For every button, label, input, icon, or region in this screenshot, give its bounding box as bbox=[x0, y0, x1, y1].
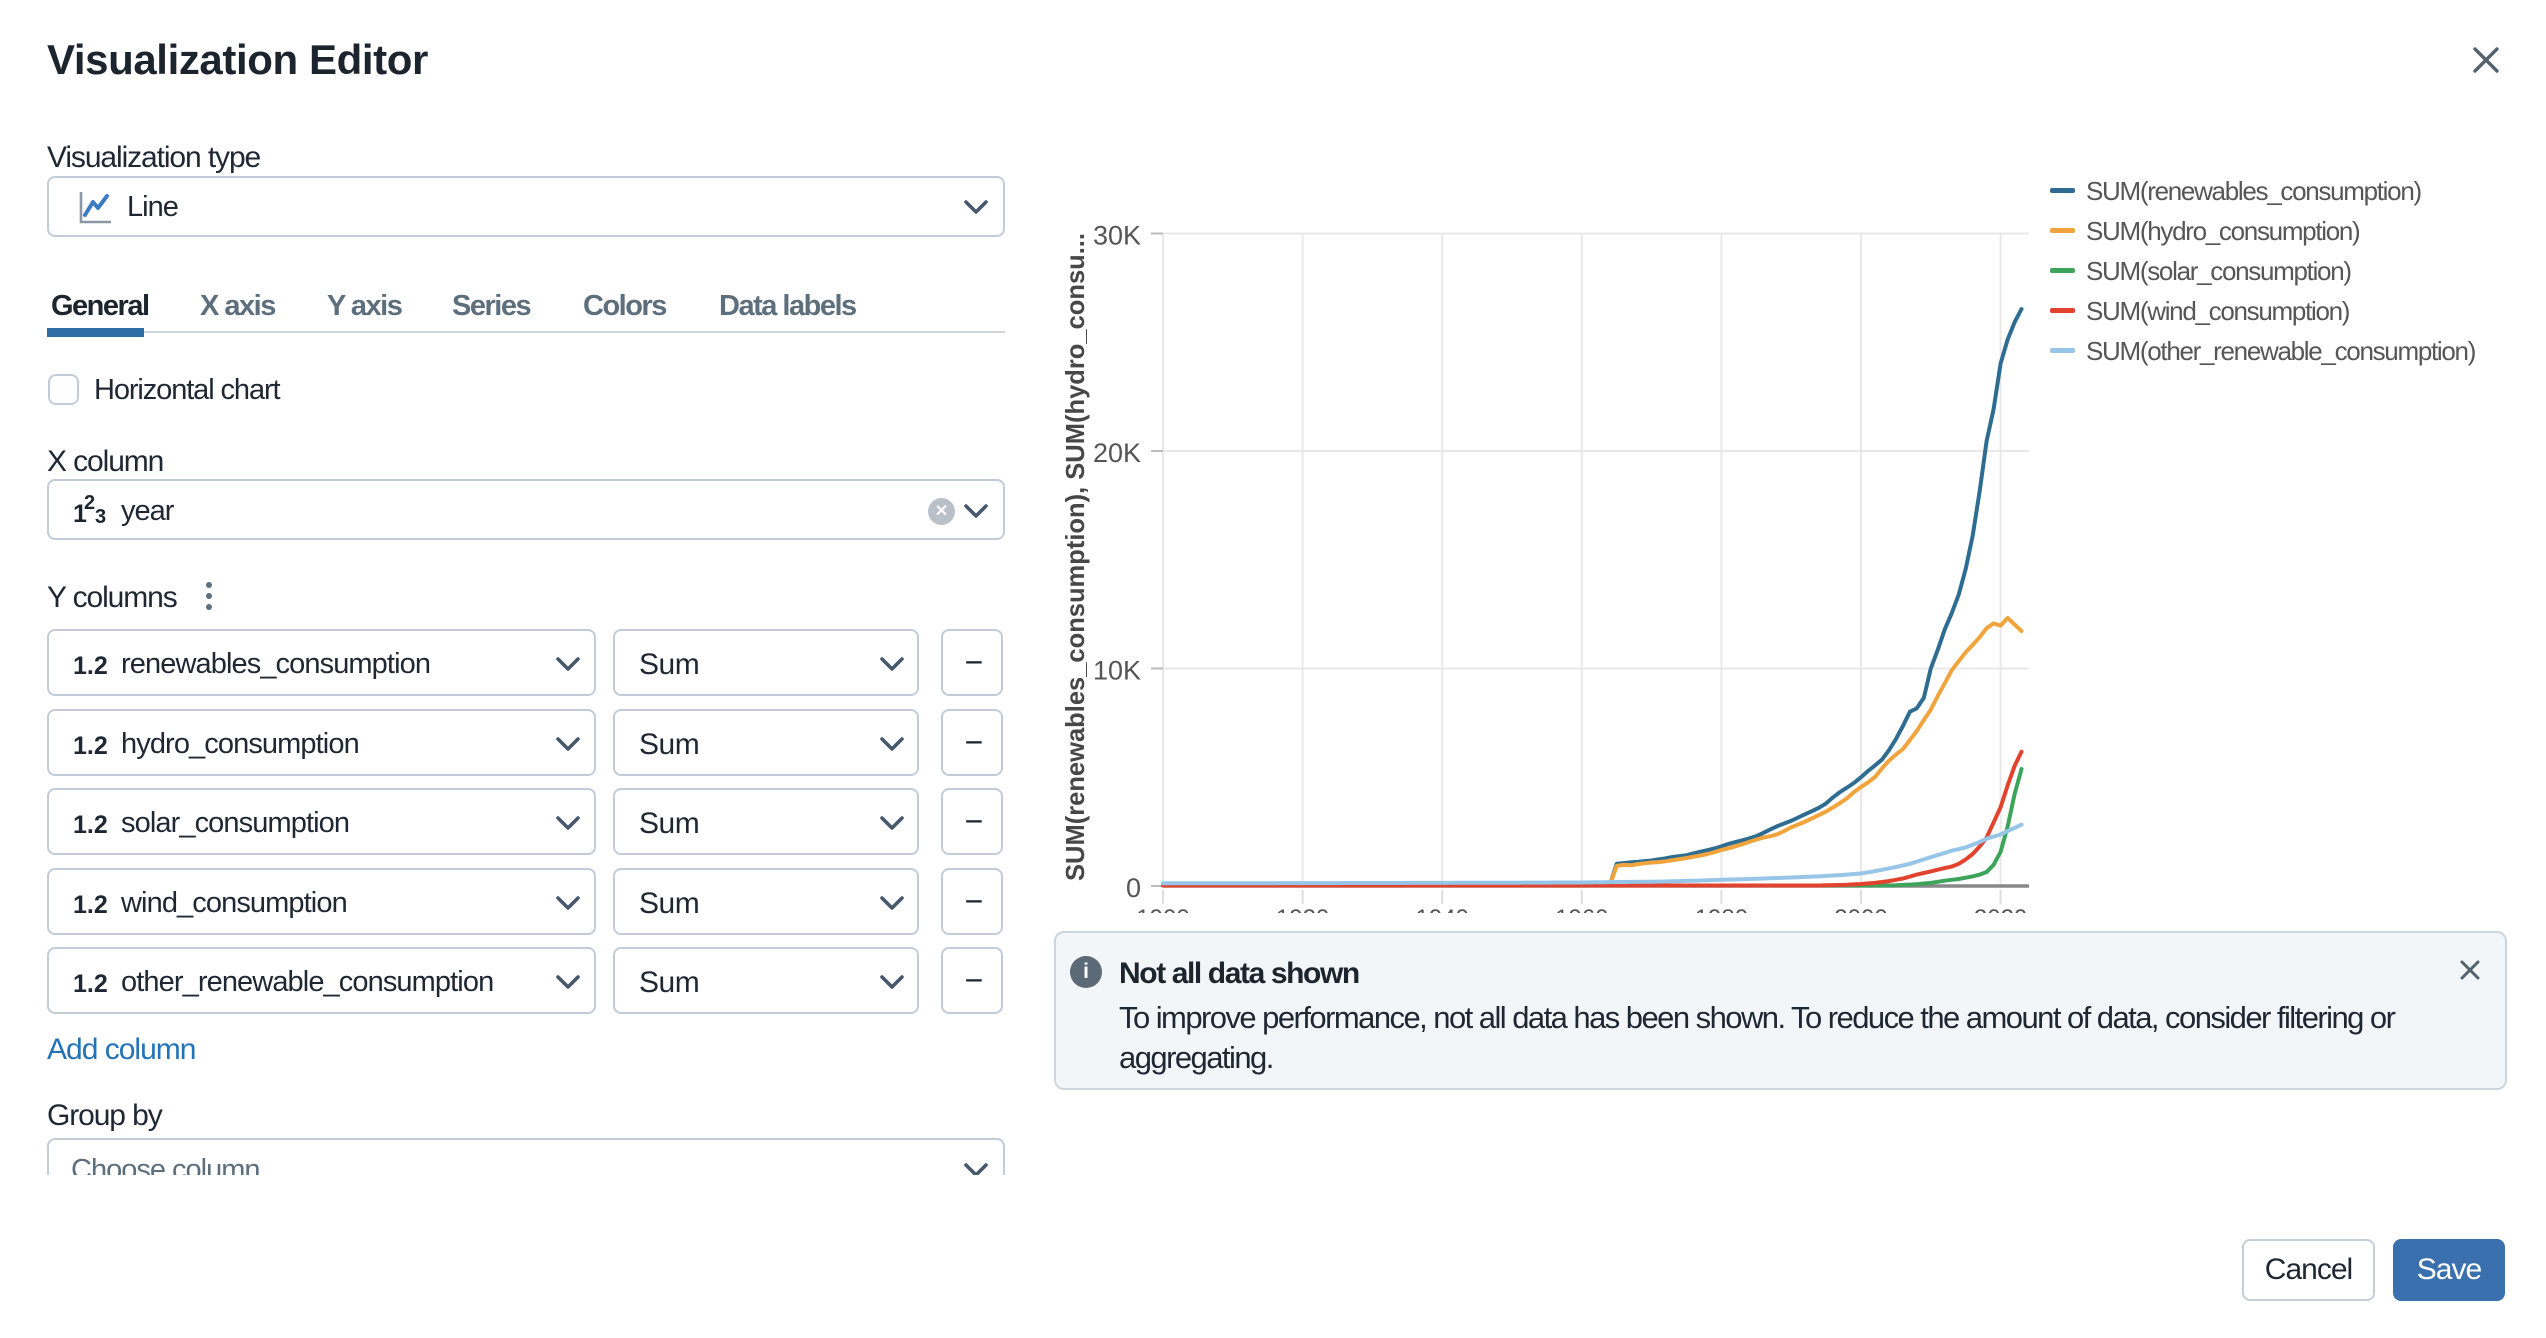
svg-text:2020: 2020 bbox=[1974, 905, 2027, 913]
svg-text:1920: 1920 bbox=[1276, 905, 1329, 913]
svg-text:30K: 30K bbox=[1093, 221, 1141, 251]
svg-text:1900: 1900 bbox=[1136, 905, 1189, 913]
svg-text:2000: 2000 bbox=[1834, 905, 1887, 913]
svg-text:1940: 1940 bbox=[1416, 905, 1469, 913]
svg-text:20K: 20K bbox=[1093, 438, 1141, 468]
svg-text:10K: 10K bbox=[1093, 656, 1141, 686]
svg-text:SUM(renewables_consumption), S: SUM(renewables_consumption), SUM(hydro_c… bbox=[1060, 233, 1090, 881]
svg-text:1960: 1960 bbox=[1555, 905, 1608, 913]
svg-text:1980: 1980 bbox=[1695, 905, 1748, 913]
svg-text:0: 0 bbox=[1126, 873, 1141, 903]
